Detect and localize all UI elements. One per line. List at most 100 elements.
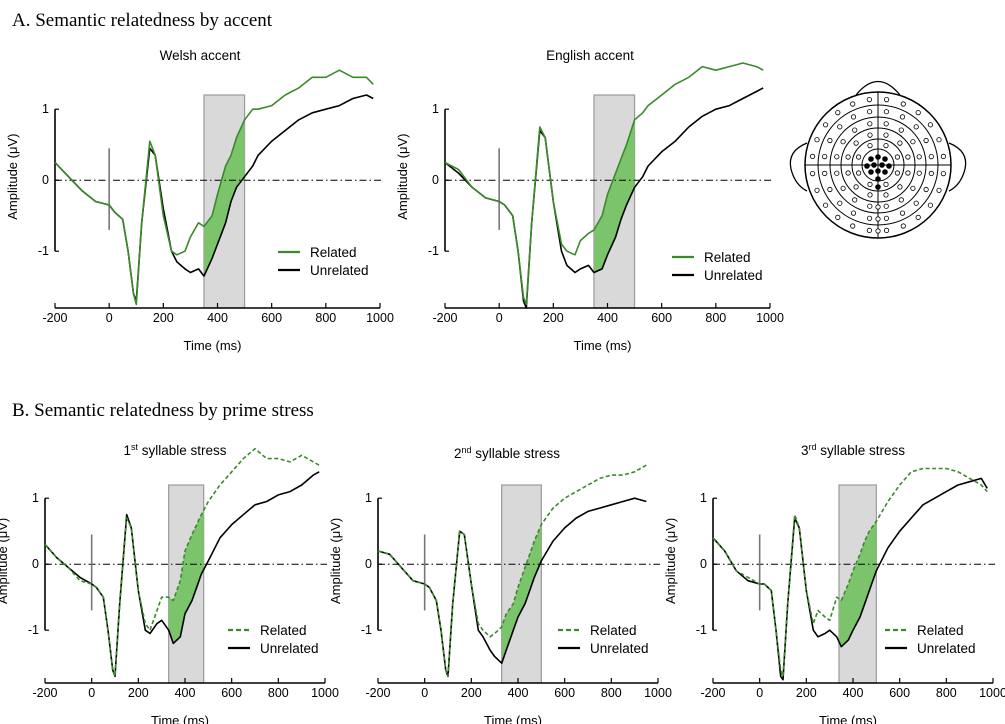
legend-unrelated-label: Unrelated	[590, 641, 649, 656]
electrode	[834, 170, 840, 176]
electrode	[850, 114, 857, 120]
x-tick-label: 600	[889, 686, 910, 700]
selected-electrode	[871, 162, 877, 168]
electrode	[900, 223, 906, 229]
x-tick-label: 400	[207, 311, 228, 325]
y-tick-label: 1	[365, 491, 372, 505]
x-tick-label: 200	[153, 311, 174, 325]
electrode	[936, 187, 942, 193]
y-tick-label: -1	[38, 244, 49, 258]
y-tick-label: -1	[696, 623, 707, 637]
x-tick-label: 1000	[366, 311, 394, 325]
x-tick-label: 0	[756, 686, 763, 700]
electrode	[883, 109, 890, 115]
selected-electrode	[886, 163, 892, 169]
selected-electrode	[882, 156, 888, 162]
electrode	[928, 154, 934, 160]
y-tick-label: 0	[42, 173, 49, 187]
legend-unrelated-label: Unrelated	[704, 268, 763, 283]
series-related-line	[444, 62, 764, 306]
electrode	[866, 227, 873, 233]
x-axis-label: Time (ms)	[484, 713, 542, 724]
electrode	[875, 216, 881, 222]
x-tick-label: 800	[705, 311, 726, 325]
electrode	[910, 185, 916, 191]
series-related-line	[377, 464, 647, 678]
panel-title: 3rd syllable stress	[801, 442, 905, 458]
y-axis-label: Amplitude (μV)	[5, 134, 20, 220]
x-tick-label: 0	[496, 311, 503, 325]
right-ear	[948, 142, 967, 192]
electrode	[850, 101, 856, 107]
panel-second-syllable-stress: -200 0 200 400 600 800 1000 1 0 -1 Time (ms) Amplit…	[328, 445, 672, 724]
x-tick-label: 200	[796, 686, 817, 700]
electrode	[905, 170, 911, 176]
selected-electrode	[875, 168, 881, 174]
difference-fill	[204, 119, 245, 277]
x-tick-label: 1000	[644, 686, 672, 700]
y-tick-label: -1	[428, 244, 439, 258]
y-tick-label: -1	[361, 623, 372, 637]
electrode	[840, 185, 846, 191]
electrode	[809, 171, 816, 177]
electrode	[835, 110, 841, 116]
selected-electrode	[868, 156, 874, 162]
electrode	[936, 137, 942, 143]
x-tick-label: 400	[597, 311, 618, 325]
y-tick-label: 1	[700, 491, 707, 505]
selected-electrode	[868, 169, 874, 175]
electrode	[927, 202, 934, 208]
electrode	[923, 137, 929, 144]
x-tick-label: 1000	[979, 686, 1005, 700]
y-tick-label: 0	[432, 173, 439, 187]
difference-fill	[594, 119, 635, 273]
section-b-title: B. Semantic relatedness by prime stress	[12, 400, 314, 421]
electrode	[923, 186, 929, 193]
x-tick-label: -200	[32, 686, 57, 700]
legend-unrelated-label: Unrelated	[260, 641, 319, 656]
x-axis-label: Time (ms)	[573, 338, 631, 353]
x-tick-label: -200	[700, 686, 725, 700]
x-tick-label: 200	[543, 311, 564, 325]
electrode	[822, 202, 829, 208]
x-tick-label: 800	[268, 686, 289, 700]
selected-electrode	[882, 169, 888, 175]
section-a-title: A. Semantic relatedness by accent	[12, 10, 273, 31]
electrode	[915, 214, 921, 220]
electrode	[822, 170, 828, 176]
panel-welsh-accent: -200 0 200 400 600 800 1000 1 0 -1 Time (ms) Amplit…	[5, 48, 394, 353]
electrode	[822, 122, 829, 128]
x-tick-label: 200	[128, 686, 149, 700]
electrode	[900, 101, 906, 107]
electrode	[875, 204, 881, 210]
electrode	[852, 197, 858, 203]
x-tick-label: 800	[936, 686, 957, 700]
electrode	[916, 154, 922, 160]
electrode	[827, 186, 833, 193]
electrode	[913, 124, 919, 130]
electrode	[867, 203, 873, 209]
difference-fill	[168, 510, 204, 643]
electrode	[837, 200, 843, 206]
electrode-montage-head	[789, 80, 967, 239]
x-tick-label: 600	[651, 311, 672, 325]
electrode	[883, 203, 889, 209]
electrode	[894, 170, 901, 176]
title-number: 2	[454, 446, 462, 461]
selected-electrode	[875, 184, 881, 190]
electrode	[899, 210, 906, 216]
electrode	[866, 215, 873, 221]
x-tick-label: 600	[261, 311, 282, 325]
x-tick-label: 600	[554, 686, 575, 700]
electrode	[867, 132, 873, 138]
x-tick-label: 0	[106, 311, 113, 325]
selected-electrode	[864, 163, 870, 169]
legend-related-label: Related	[704, 250, 751, 265]
electrode	[883, 181, 889, 187]
x-axis-label: Time (ms)	[183, 338, 241, 353]
title-text: syllable stress	[138, 443, 227, 458]
x-tick-label: -200	[365, 686, 390, 700]
electrode	[840, 139, 846, 145]
electrode	[898, 197, 904, 203]
